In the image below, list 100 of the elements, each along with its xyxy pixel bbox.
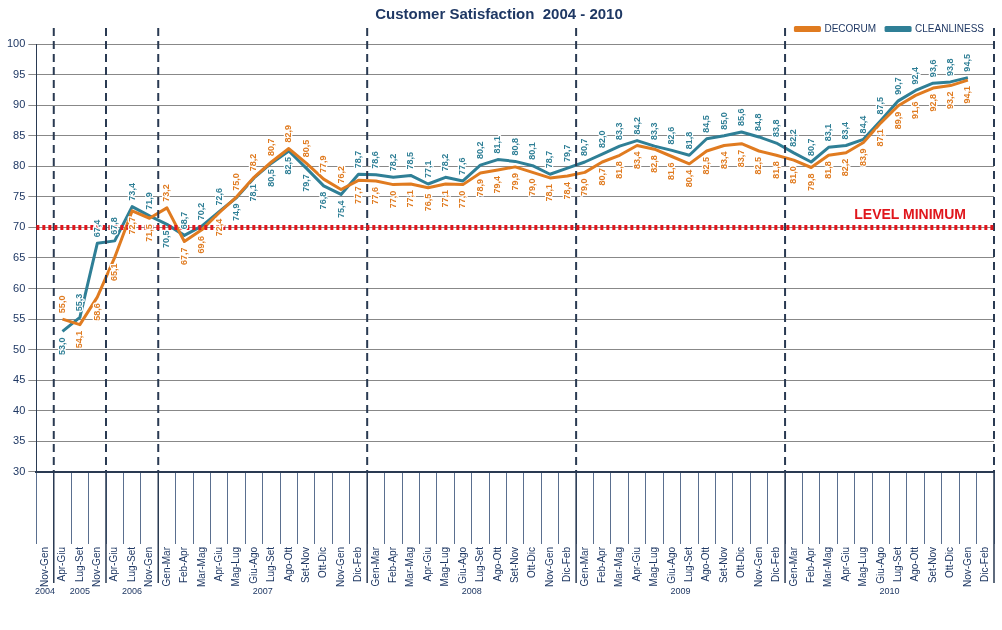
data-label: 87,5 — [875, 96, 886, 115]
x-tick-label: Gen-Mar — [787, 546, 799, 587]
x-tick-label: Set-Nov — [926, 546, 938, 584]
data-label: 84,8 — [753, 113, 764, 131]
x-tick-label: Ago-Ott — [491, 546, 503, 582]
y-tick-label: 75 — [13, 189, 26, 202]
data-label: 78,2 — [440, 153, 451, 172]
data-label: 91,6 — [910, 101, 921, 119]
data-label: 73,4 — [126, 183, 137, 201]
x-tick-label: Giu-Ago — [665, 546, 677, 584]
x-tick-label: Lug-Set — [474, 546, 486, 583]
x-tick-label: Set-Nov — [717, 546, 729, 584]
data-label: 69,6 — [196, 235, 207, 254]
x-tick-label: Ott-Dic — [735, 546, 747, 579]
data-label: 82,9 — [283, 125, 294, 143]
data-label: 55,0 — [56, 295, 67, 314]
data-label: 81,1 — [492, 136, 503, 154]
ref-line-label: LEVEL MINIMUM — [854, 206, 966, 223]
data-label: 80,8 — [509, 137, 520, 156]
data-label: 76,5 — [422, 193, 433, 212]
x-tick-label: Mag-Lug — [648, 546, 660, 587]
data-label: 82,8 — [648, 155, 659, 173]
data-label: 81,8 — [823, 161, 834, 179]
x-tick-label: Apr-Giu — [839, 546, 851, 582]
y-tick-label: 60 — [13, 281, 26, 294]
data-label: 82,0 — [596, 130, 607, 149]
x-tick-label: Dic-Feb — [352, 546, 364, 582]
data-label: 81,8 — [683, 131, 694, 150]
x-tick-label: Lug-Set — [265, 546, 277, 583]
x-tick-label: Gen-Mar — [160, 546, 172, 587]
x-tick-label: Apr-Giu — [108, 546, 120, 582]
data-label: 80,7 — [805, 138, 816, 156]
data-label: 79,8 — [805, 173, 816, 192]
y-tick-label: 35 — [13, 434, 26, 447]
x-tick-label: Dic-Feb — [561, 546, 573, 582]
data-label: 80,7 — [596, 168, 607, 186]
y-tick-label: 100 — [6, 37, 26, 50]
data-label: 54,1 — [74, 330, 85, 349]
data-label: 73,2 — [161, 184, 172, 202]
data-label: 72,6 — [213, 187, 224, 206]
data-label: 84,4 — [857, 115, 868, 134]
data-label: 74,9 — [231, 203, 242, 221]
x-tick-label: Set-Nov — [508, 546, 520, 584]
text: 2004 — [35, 586, 56, 597]
data-label: 83,8 — [770, 119, 781, 138]
data-label: 65,1 — [109, 263, 120, 281]
x-tick-label: Ago-Ott — [282, 546, 294, 582]
data-label: 72,4 — [213, 218, 224, 237]
x-tick-label: Apr-Giu — [212, 546, 224, 582]
data-label: 53,0 — [56, 337, 67, 355]
text: 2006 — [122, 586, 143, 597]
y-tick-label: 80 — [13, 159, 26, 172]
data-label: 77,9 — [318, 155, 329, 174]
data-label: 80,5 — [265, 169, 276, 187]
data-label: 80,2 — [474, 141, 485, 160]
x-tick-label: Mar-Mag — [195, 546, 207, 587]
y-tick-label: 85 — [13, 128, 26, 141]
data-label: 77,6 — [457, 157, 468, 175]
x-tick-label: Mag-Lug — [230, 546, 242, 587]
data-label: 78,7 — [544, 150, 555, 169]
y-tick-label: 95 — [13, 67, 26, 80]
data-label: 77,1 — [405, 190, 416, 208]
y-tick-label: 65 — [13, 251, 26, 264]
chart-title: Customer Satisfaction 2004 - 2010 — [375, 5, 623, 23]
data-label: 79,0 — [527, 178, 538, 196]
x-tick-label: Feb-Apr — [804, 546, 816, 584]
text: 2005 — [69, 586, 90, 597]
data-label: 67,8 — [109, 217, 120, 235]
x-tick-label: Nov-Gen — [543, 546, 555, 587]
data-label: 79,0 — [579, 178, 590, 196]
x-tick-label: Nov-Gen — [334, 546, 346, 587]
data-label: 82,5 — [283, 157, 294, 175]
y-tick-label: 40 — [13, 403, 26, 416]
x-tick-label: Apr-Giu — [56, 546, 68, 582]
data-label: 75,0 — [231, 173, 242, 191]
x-tick-label: Set-Nov — [299, 546, 311, 584]
x-tick-label: Dic-Feb — [979, 546, 991, 582]
x-tick-label: Gen-Mar — [369, 546, 381, 587]
data-label: 87,1 — [875, 128, 886, 147]
x-tick-label: Mar-Mag — [404, 546, 416, 587]
data-label: 77,7 — [352, 186, 363, 204]
data-label: 89,9 — [892, 111, 903, 130]
data-label: 81,0 — [788, 166, 799, 184]
x-tick-label: Nov-Gen — [752, 546, 764, 587]
data-label: 83,4 — [840, 121, 851, 140]
x-tick-label: Apr-Giu — [421, 546, 433, 582]
data-label: 82,2 — [788, 129, 799, 147]
data-label: 94,5 — [962, 54, 973, 72]
x-tick-label: Feb-Apr — [387, 546, 399, 584]
x-tick-label: Dic-Feb — [770, 546, 782, 582]
data-label: 81,8 — [770, 161, 781, 179]
y-tick-label: 70 — [13, 220, 26, 233]
data-label: 67,7 — [178, 247, 189, 266]
data-label: 78,9 — [474, 179, 485, 197]
data-label: 80,5 — [300, 139, 311, 158]
text: 2008 — [461, 586, 482, 597]
data-label: 81,8 — [614, 161, 625, 179]
data-label: 94,1 — [962, 86, 973, 104]
x-tick-label: Feb-Apr — [178, 546, 190, 584]
x-tick-label: Ott-Dic — [944, 546, 956, 579]
